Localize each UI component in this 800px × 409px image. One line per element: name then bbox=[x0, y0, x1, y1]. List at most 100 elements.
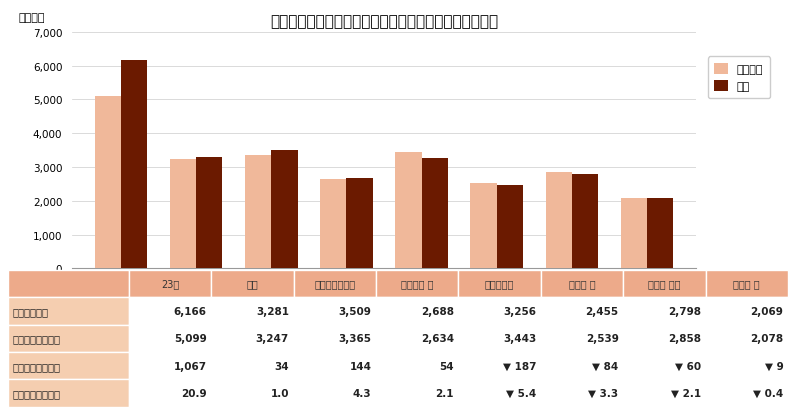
Bar bbox=[121, 61, 147, 269]
Bar bbox=[376, 270, 458, 297]
Text: 20.9: 20.9 bbox=[181, 388, 206, 398]
Text: 3,443: 3,443 bbox=[503, 333, 536, 344]
Bar bbox=[346, 178, 373, 269]
Text: 2,858: 2,858 bbox=[668, 333, 701, 344]
Text: 前年差額（万円）: 前年差額（万円） bbox=[13, 361, 61, 371]
Text: 千葉県 他: 千葉県 他 bbox=[734, 279, 760, 289]
Text: ＜図表１＞　首都圏８エリアの平均価格（前年同月比）: ＜図表１＞ 首都圏８エリアの平均価格（前年同月比） bbox=[270, 14, 498, 29]
Bar bbox=[621, 199, 647, 269]
Text: ▼ 0.4: ▼ 0.4 bbox=[753, 388, 783, 398]
Bar bbox=[458, 297, 541, 325]
Bar bbox=[458, 325, 541, 352]
Bar bbox=[623, 297, 706, 325]
Text: 横浜市・川崎市: 横浜市・川崎市 bbox=[314, 279, 355, 289]
Text: 3,365: 3,365 bbox=[338, 333, 371, 344]
Text: 2,634: 2,634 bbox=[421, 333, 454, 344]
Text: 前年同月比（％）: 前年同月比（％） bbox=[13, 388, 61, 398]
Text: ▼ 9: ▼ 9 bbox=[765, 361, 783, 371]
Text: ▼ 3.3: ▼ 3.3 bbox=[589, 388, 618, 398]
Bar bbox=[320, 180, 346, 269]
Bar bbox=[541, 352, 623, 380]
Bar bbox=[395, 153, 422, 269]
Text: ▼ 187: ▼ 187 bbox=[502, 361, 536, 371]
Bar bbox=[294, 325, 376, 352]
Text: ▼ 84: ▼ 84 bbox=[592, 361, 618, 371]
Text: 2,069: 2,069 bbox=[750, 306, 783, 316]
Text: ▼ 5.4: ▼ 5.4 bbox=[506, 388, 536, 398]
Text: 3,281: 3,281 bbox=[256, 306, 289, 316]
Bar bbox=[623, 352, 706, 380]
Bar bbox=[129, 297, 211, 325]
Bar bbox=[8, 270, 129, 297]
Bar bbox=[572, 174, 598, 269]
Text: 千葉県 西部: 千葉県 西部 bbox=[648, 279, 681, 289]
Bar bbox=[470, 183, 497, 269]
Text: 3,509: 3,509 bbox=[338, 306, 371, 316]
Bar bbox=[458, 352, 541, 380]
Bar bbox=[294, 380, 376, 407]
Bar bbox=[458, 380, 541, 407]
Text: 都下: 都下 bbox=[246, 279, 258, 289]
Bar bbox=[541, 380, 623, 407]
Bar bbox=[245, 155, 271, 269]
Bar bbox=[376, 325, 458, 352]
Text: 2.1: 2.1 bbox=[435, 388, 454, 398]
Bar bbox=[8, 297, 129, 325]
Bar bbox=[623, 270, 706, 297]
Bar bbox=[94, 97, 121, 269]
Text: 神奈川県 他: 神奈川県 他 bbox=[401, 279, 434, 289]
Text: 2,539: 2,539 bbox=[586, 333, 618, 344]
Text: ▼ 60: ▼ 60 bbox=[675, 361, 701, 371]
Text: さいたま市: さいたま市 bbox=[485, 279, 514, 289]
Bar bbox=[129, 380, 211, 407]
Text: 2,078: 2,078 bbox=[750, 333, 783, 344]
Text: （万円）: （万円） bbox=[19, 13, 46, 23]
Bar bbox=[376, 352, 458, 380]
Bar bbox=[129, 352, 211, 380]
Bar bbox=[623, 325, 706, 352]
Text: 54: 54 bbox=[439, 361, 454, 371]
Text: ▼ 2.1: ▼ 2.1 bbox=[671, 388, 701, 398]
Bar bbox=[129, 270, 211, 297]
Text: 2,455: 2,455 bbox=[586, 306, 618, 316]
Bar bbox=[541, 297, 623, 325]
Bar bbox=[706, 270, 788, 297]
Bar bbox=[706, 380, 788, 407]
Bar bbox=[706, 352, 788, 380]
Bar bbox=[129, 325, 211, 352]
Text: 34: 34 bbox=[274, 361, 289, 371]
Bar bbox=[706, 297, 788, 325]
Bar bbox=[294, 352, 376, 380]
Bar bbox=[376, 297, 458, 325]
Bar bbox=[541, 325, 623, 352]
Bar bbox=[211, 352, 294, 380]
Text: 1,067: 1,067 bbox=[174, 361, 206, 371]
Text: 4.3: 4.3 bbox=[353, 388, 371, 398]
Bar bbox=[647, 199, 674, 269]
Bar bbox=[170, 159, 196, 269]
Bar bbox=[196, 158, 222, 269]
Bar bbox=[546, 172, 572, 269]
Bar bbox=[271, 151, 298, 269]
Text: 当月（万円）: 当月（万円） bbox=[13, 306, 49, 316]
Bar bbox=[294, 270, 376, 297]
Text: 3,256: 3,256 bbox=[503, 306, 536, 316]
Bar bbox=[211, 297, 294, 325]
Text: 6,166: 6,166 bbox=[174, 306, 206, 316]
Text: 埼玉県 他: 埼玉県 他 bbox=[569, 279, 595, 289]
Bar bbox=[211, 270, 294, 297]
Text: 前年同月（万円）: 前年同月（万円） bbox=[13, 333, 61, 344]
Bar bbox=[422, 159, 448, 269]
Text: 144: 144 bbox=[350, 361, 371, 371]
Bar bbox=[8, 325, 129, 352]
Text: 2,798: 2,798 bbox=[668, 306, 701, 316]
Text: 3,247: 3,247 bbox=[256, 333, 289, 344]
Bar bbox=[211, 325, 294, 352]
Text: 1.0: 1.0 bbox=[270, 388, 289, 398]
Bar bbox=[8, 380, 129, 407]
Bar bbox=[458, 270, 541, 297]
Bar bbox=[376, 380, 458, 407]
Text: 2,688: 2,688 bbox=[421, 306, 454, 316]
Legend: 前年同月, 当月: 前年同月, 当月 bbox=[708, 57, 770, 99]
Bar bbox=[706, 325, 788, 352]
